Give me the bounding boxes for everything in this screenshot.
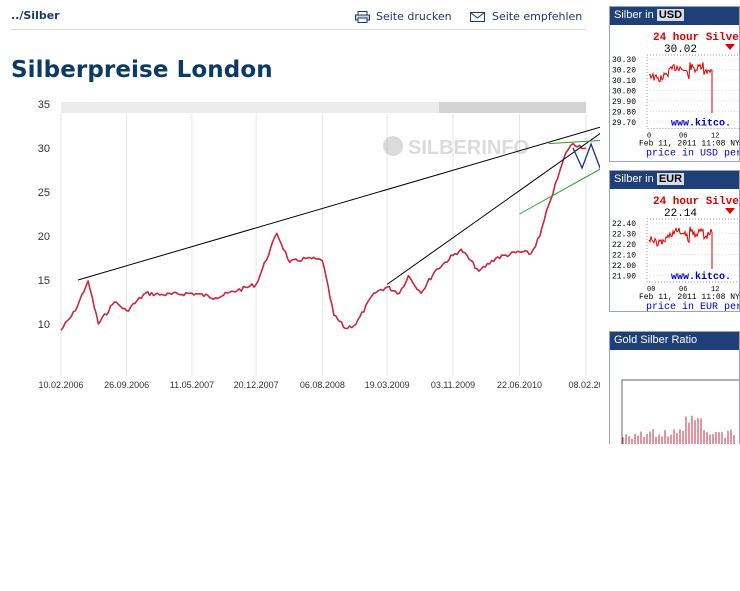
kitco-x-label: 00: [647, 286, 655, 294]
silver-price-chart: 10 15 20 25 30 35 SILBERINFO 10.02.2006 26.09.20…: [0, 98, 637, 398]
kitco-y-label: 30.00: [612, 88, 636, 97]
y-tick-label: 25: [38, 187, 50, 199]
kitco-title: 24 hour Silve: [653, 196, 739, 208]
x-tick-label: 20.12.2007: [234, 380, 279, 390]
watermark-icon: [383, 136, 403, 156]
watermark-text: SILBERINFO: [408, 137, 529, 159]
usd-currency-label: USD: [656, 9, 685, 21]
kitco-price: 30.02: [664, 44, 697, 56]
eur-widget-prefix: Silber in: [614, 173, 654, 185]
recommend-page-link[interactable]: Seite empfehlen: [470, 10, 582, 23]
kitco-y-label: 22.20: [612, 241, 636, 250]
x-tick-label: 03.11.2009: [431, 380, 475, 390]
recommend-page-label: Seite empfehlen: [492, 10, 583, 23]
x-tick-label: 19.03.2009: [365, 380, 410, 390]
kitco-y-label: 29.80: [612, 109, 636, 118]
print-page-label: Seite drucken: [376, 10, 452, 23]
kitco-y-label: 30.20: [612, 67, 636, 76]
chart-svg: 10 15 20 25 30 35 SILBERINFO 10.02.2006 26.09.20…: [38, 99, 637, 390]
kitco-y-label: 21.90: [612, 273, 636, 282]
gold-silver-ratio-widget[interactable]: Gold Silber Ratio: [609, 331, 740, 444]
printer-icon: [355, 10, 370, 23]
kitco-y-label: 22.40: [612, 220, 636, 229]
x-tick-label: 11.05.2007: [170, 380, 214, 390]
kitco-y-label: 29.70: [612, 119, 636, 128]
trendline-1: [77, 119, 627, 281]
x-tick-label: 10.02.2006: [38, 380, 83, 390]
trendline-3: [519, 154, 627, 215]
kitco-price: 22.14: [664, 208, 697, 220]
kitco-timestamp: Feb 11, 2011 11:08 NY: [639, 293, 740, 302]
kitco-timestamp: Feb 11, 2011 11:08 NY: [639, 140, 740, 149]
kitco-x-label: 06: [679, 133, 687, 141]
eur-widget-header: Silber in EUR: [610, 171, 739, 189]
silver-price-line: [60, 142, 587, 331]
eur-currency-label: EUR: [656, 173, 685, 185]
kitco-y-label: 22.00: [612, 262, 636, 271]
kitco-y-label: 30.10: [612, 77, 636, 86]
x-tick-label: 26.09.2006: [104, 380, 149, 390]
usd-widget-header: Silber in USD: [610, 7, 739, 25]
kitco-x-label: 06: [679, 286, 687, 294]
kitco-x-label: 0: [647, 133, 651, 141]
y-tick-label: 15: [38, 275, 50, 287]
usd-price-widget[interactable]: Silber in USD 24 hour Silve 30.02 30.30 30.…: [609, 6, 740, 162]
kitco-footer: price in EUR per: [646, 301, 740, 312]
kitco-price-line: [648, 226, 713, 269]
kitco-plot-area: [646, 218, 739, 283]
kitco-y-label: 22.30: [612, 231, 636, 240]
chart-scrollbar-track: [61, 102, 586, 113]
kitco-x-label: 12: [711, 133, 719, 141]
x-tick-label: 08.02.20: [568, 380, 600, 390]
breadcrumb[interactable]: ../Silber: [11, 9, 60, 22]
print-page-link[interactable]: Seite drucken: [355, 10, 452, 23]
envelope-icon: [470, 11, 486, 23]
chart-scrollbar-thumb: [439, 102, 586, 113]
x-tick-label: 22.06.2010: [497, 380, 542, 390]
down-arrow-icon: [725, 208, 735, 214]
kitco-y-label: 22.10: [612, 252, 636, 261]
kitco-brand: www.kitco.: [671, 118, 731, 130]
kitco-brand: www.kitco.: [671, 271, 731, 283]
kitco-y-label: 30.30: [612, 56, 636, 65]
y-tick-label: 30: [38, 143, 50, 155]
page-title: Silberpreise London: [11, 57, 273, 83]
down-arrow-icon: [725, 44, 735, 50]
y-tick-label: 35: [38, 99, 50, 111]
ratio-mini-chart: [621, 379, 739, 444]
kitco-title: 24 hour Silve: [653, 32, 739, 44]
usd-mini-chart: 24 hour Silve30.0230.3030.2030.1030.0029…: [612, 32, 740, 160]
eur-price-widget[interactable]: Silber in EUR 24 hour Silve 22.14 22.40 22.…: [609, 170, 740, 312]
kitco-y-label: 29.90: [612, 98, 636, 107]
kitco-footer: price in USD per: [646, 148, 740, 160]
trendline-2: [386, 114, 627, 285]
ratio-widget-header: Gold Silber Ratio: [610, 332, 739, 350]
kitco-plot-area: [646, 54, 739, 129]
header-divider: [11, 29, 586, 30]
usd-widget-prefix: Silber in: [614, 9, 654, 21]
y-tick-label: 10: [38, 319, 50, 331]
kitco-x-label: 12: [711, 286, 719, 294]
x-tick-label: 06.08.2008: [300, 380, 345, 390]
watermark-logo: SILBERINFO: [383, 136, 529, 159]
kitco-price-line: [648, 62, 713, 113]
y-tick-label: 20: [38, 231, 50, 243]
